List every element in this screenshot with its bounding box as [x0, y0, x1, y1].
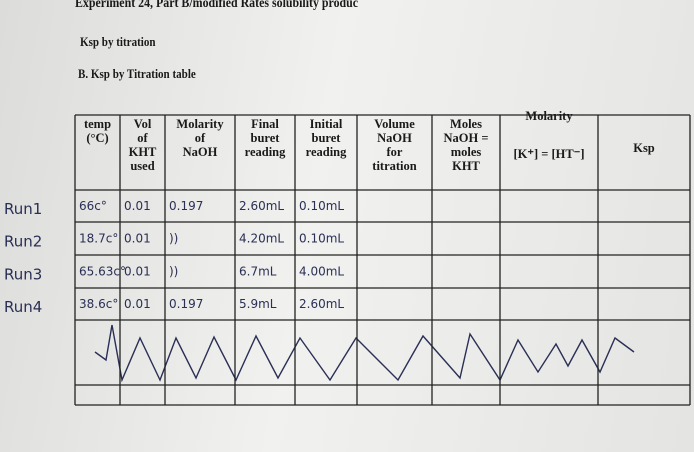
cell: 65.63c°	[79, 265, 126, 279]
cell: 2.60mL	[299, 297, 344, 311]
cell: 2.60mL	[239, 199, 284, 213]
row-label: Run4	[4, 298, 42, 316]
cell: 0.01	[124, 297, 151, 311]
cell: 18.7c°	[79, 232, 118, 246]
cell: 0.01	[124, 265, 151, 279]
cell: 4.20mL	[239, 232, 284, 246]
cell: 5.9mL	[239, 297, 277, 311]
column-header: NaOH =	[444, 131, 489, 145]
cell: ))	[169, 265, 178, 279]
column-header: KHT	[452, 159, 480, 173]
cell: 66c°	[79, 199, 107, 213]
cell: 4.00mL	[299, 265, 344, 279]
column-header: reading	[245, 145, 286, 159]
cell: 0.01	[124, 232, 151, 246]
column-header: Ksp	[633, 141, 655, 155]
column-header: Vol	[134, 117, 152, 131]
column-header: Moles	[450, 117, 482, 131]
cell: 0.197	[169, 199, 203, 213]
title: Experiment 24, Part B/modified Rates sol…	[75, 0, 359, 11]
cell: 0.01	[124, 199, 151, 213]
column-header: KHT	[129, 145, 157, 159]
column-header: of	[137, 131, 148, 145]
column-header: [K⁺] = [HT⁻]	[513, 147, 584, 161]
cell: 0.10mL	[299, 199, 344, 213]
column-header: of	[195, 131, 206, 145]
column-header: NaOH	[183, 145, 218, 159]
column-header: buret	[251, 131, 281, 145]
column-header: (°C)	[86, 131, 108, 145]
column-header: Molarity	[525, 109, 573, 123]
cell: 38.6c°	[79, 297, 118, 311]
column-header: Initial	[310, 117, 343, 131]
column-header: Volume	[374, 117, 415, 131]
column-header: used	[130, 159, 154, 173]
cell: 0.10mL	[299, 232, 344, 246]
row-label: Run2	[4, 233, 42, 251]
column-header: reading	[306, 145, 347, 159]
column-header: moles	[451, 145, 482, 159]
subtitle: Ksp by titration	[80, 34, 156, 49]
column-header: Final	[251, 117, 279, 131]
column-header: Molarity	[176, 117, 224, 131]
cell: 6.7mL	[239, 265, 277, 279]
cell: 0.197	[169, 297, 203, 311]
column-header: buret	[312, 131, 342, 145]
section-title: B. Ksp by Titration table	[78, 66, 196, 81]
column-header: temp	[84, 117, 111, 131]
column-header: NaOH	[377, 131, 412, 145]
row-label: Run3	[4, 266, 42, 284]
row-label: Run1	[4, 200, 42, 218]
column-header: titration	[372, 159, 416, 173]
column-header: for	[387, 145, 403, 159]
zigzag-scribble	[94, 324, 635, 383]
cell: ))	[169, 232, 178, 246]
